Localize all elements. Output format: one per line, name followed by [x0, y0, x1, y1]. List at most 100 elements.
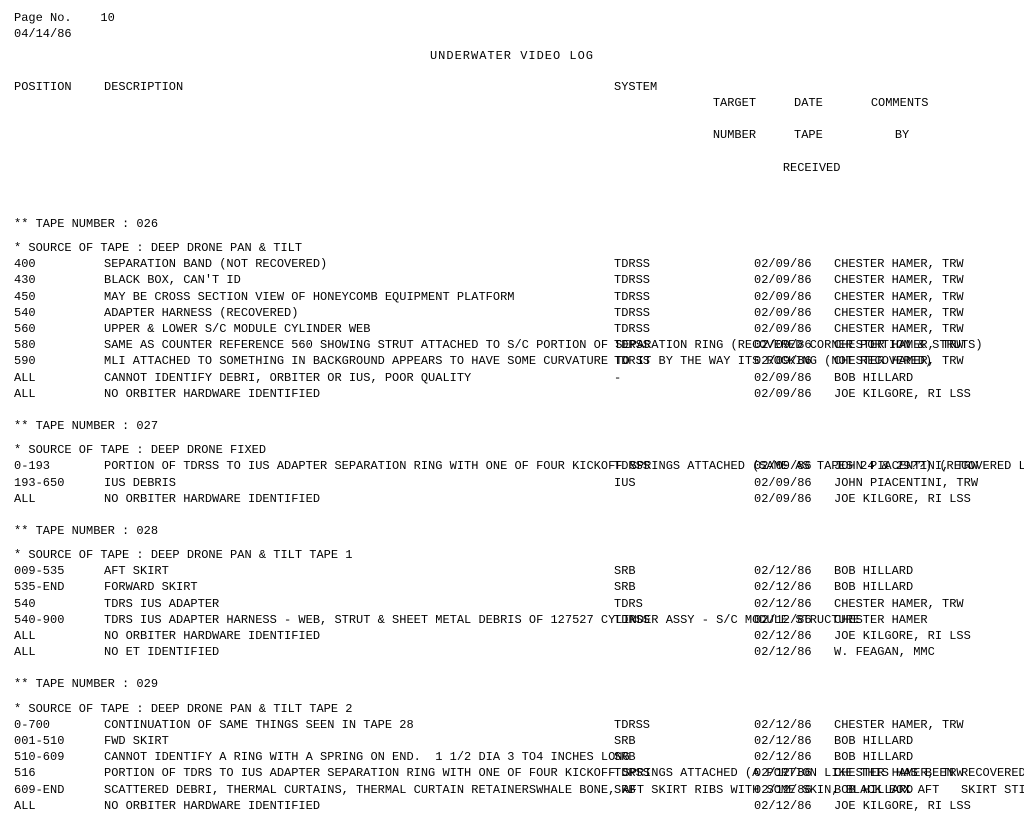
cell-position: 009-535	[14, 563, 104, 579]
cell-position: 400	[14, 256, 104, 272]
cell-date: 02/09/86	[754, 256, 834, 272]
cell-description: UPPER & LOWER S/C MODULE CYLINDER WEB	[104, 321, 614, 337]
cell-date: 02/09/86	[754, 370, 834, 386]
cell-description: FORWARD SKIRT	[104, 579, 614, 595]
cell-comments: CHESTER HAMER, TRW	[834, 256, 1014, 272]
cell-description: MLI ATTACHED TO SOMETHING IN BACKGROUND …	[104, 353, 614, 369]
cell-comments: JOHN PIACENTINI, TRW	[834, 458, 1014, 474]
cell-comments: CHESTER HAMER, TRW	[834, 305, 1014, 321]
log-row: 0-193PORTION OF TDRSS TO IUS ADAPTER SEP…	[14, 458, 1010, 474]
cell-position: 450	[14, 289, 104, 305]
cell-system: SRB	[614, 563, 684, 579]
log-row: 510-609CANNOT IDENTIFY A RING WITH A SPR…	[14, 749, 1010, 765]
log-row: ALLNO ORBITER HARDWARE IDENTIFIED02/12/8…	[14, 798, 1010, 814]
cell-description: TDRS IUS ADAPTER HARNESS - WEB, STRUT & …	[104, 612, 614, 628]
cell-comments: CHESTER HAMER, TRW	[834, 353, 1014, 369]
cell-description: SEPARATION BAND (NOT RECOVERED)	[104, 256, 614, 272]
cell-date: 02/12/86	[754, 644, 834, 660]
cell-system: TDRSS	[614, 289, 684, 305]
cell-date: 02/12/86	[754, 628, 834, 644]
cell-position: ALL	[14, 370, 104, 386]
cell-system: TDRS	[614, 596, 684, 612]
cell-position: 516	[14, 765, 104, 781]
log-row: 009-535AFT SKIRTSRB02/12/86BOB HILLARD	[14, 563, 1010, 579]
log-row: ALLCANNOT IDENTIFY DEBRI, ORBITER OR IUS…	[14, 370, 1010, 386]
cell-date: 02/09/86	[754, 289, 834, 305]
header-system: SYSTEM	[614, 79, 684, 192]
cell-system: TDRSS	[614, 765, 684, 781]
cell-system: TDRSS	[614, 612, 684, 628]
log-row: ALLNO ET IDENTIFIED02/12/86W. FEAGAN, MM…	[14, 644, 1010, 660]
page-header: Page No. 10 04/14/86	[14, 10, 1010, 42]
log-row: 540TDRS IUS ADAPTERTDRS02/12/86CHESTER H…	[14, 596, 1010, 612]
cell-comments: CHESTER HAMER, TRW	[834, 321, 1014, 337]
cell-description: TDRS IUS ADAPTER	[104, 596, 614, 612]
cell-position: 430	[14, 272, 104, 288]
cell-system: IUS	[614, 475, 684, 491]
cell-system: TDRSS	[614, 353, 684, 369]
cell-description: FWD SKIRT	[104, 733, 614, 749]
cell-description: NO ORBITER HARDWARE IDENTIFIED	[104, 386, 614, 402]
log-row: ALLNO ORBITER HARDWARE IDENTIFIED02/09/8…	[14, 491, 1010, 507]
cell-date: 02/09/86	[754, 386, 834, 402]
cell-system: -	[614, 370, 684, 386]
tape-section: ** TAPE NUMBER : 029 * SOURCE OF TAPE : D…	[14, 676, 1010, 814]
cell-comments: CHESTER HAMER, TRW	[834, 717, 1014, 733]
cell-position: ALL	[14, 644, 104, 660]
cell-position: 609-END	[14, 782, 104, 798]
cell-position: 590	[14, 353, 104, 369]
cell-comments: CHESTER HAMER	[834, 612, 1014, 628]
tape-source-line: * SOURCE OF TAPE : DEEP DRONE PAN & TILT…	[14, 547, 1010, 563]
tape-number-line: ** TAPE NUMBER : 028	[14, 523, 1010, 539]
tape-number-line: ** TAPE NUMBER : 026	[14, 216, 1010, 232]
cell-description: NO ET IDENTIFIED	[104, 644, 614, 660]
cell-date: 02/09/86	[754, 305, 834, 321]
cell-description: PORTION OF TDRSS TO IUS ADAPTER SEPARATI…	[104, 458, 614, 474]
log-row: 450MAY BE CROSS SECTION VIEW OF HONEYCOM…	[14, 289, 1010, 305]
tape-number-line: ** TAPE NUMBER : 029	[14, 676, 1010, 692]
cell-system: TDRSS	[614, 321, 684, 337]
cell-date: 02/09/86	[754, 491, 834, 507]
cell-date: 02/09/86	[754, 475, 834, 491]
header-date: DATE TAPE RECEIVED	[754, 79, 834, 192]
cell-description: IUS DEBRIS	[104, 475, 614, 491]
cell-date: 02/09/86	[754, 337, 834, 353]
cell-description: MAY BE CROSS SECTION VIEW OF HONEYCOMB E…	[104, 289, 614, 305]
cell-position: 580	[14, 337, 104, 353]
cell-position: 535-END	[14, 579, 104, 595]
cell-comments: CHESTER HAMER, TRW	[834, 289, 1014, 305]
log-row: 001-510FWD SKIRTSRB02/12/86BOB HILLARD	[14, 733, 1010, 749]
cell-comments: CHESTER HAMER, TRW	[834, 272, 1014, 288]
cell-description: NO ORBITER HARDWARE IDENTIFIED	[104, 628, 614, 644]
cell-position: 540	[14, 305, 104, 321]
cell-comments: BOB HILLARD	[834, 579, 1014, 595]
page-label: Page No.	[14, 11, 72, 25]
report-date: 04/14/86	[14, 27, 72, 41]
cell-description: ADAPTER HARNESS (RECOVERED)	[104, 305, 614, 321]
cell-description: CONTINUATION OF SAME THINGS SEEN IN TAPE…	[104, 717, 614, 733]
cell-comments: CHESTER HAMER, TRW	[834, 596, 1014, 612]
header-position: POSITION	[14, 79, 104, 192]
log-row: 516PORTION OF TDRS TO IUS ADAPTER SEPARA…	[14, 765, 1010, 781]
cell-comments: JOE KILGORE, RI LSS	[834, 628, 1014, 644]
cell-position: 001-510	[14, 733, 104, 749]
tape-source-line: * SOURCE OF TAPE : DEEP DRONE PAN & TILT…	[14, 701, 1010, 717]
cell-comments: JOE KILGORE, RI LSS	[834, 798, 1014, 814]
log-row: 0-700CONTINUATION OF SAME THINGS SEEN IN…	[14, 717, 1010, 733]
log-row: 540ADAPTER HARNESS (RECOVERED)TDRSS02/09…	[14, 305, 1010, 321]
column-headers: POSITION DESCRIPTION SYSTEM TARGET NUMBE…	[14, 79, 1010, 192]
cell-date: 02/12/86	[754, 579, 834, 595]
cell-system: TDRSS	[614, 256, 684, 272]
cell-date: 02/09/86	[754, 272, 834, 288]
cell-comments: CHESTER HAMER, TRW	[834, 337, 1014, 353]
cell-date: 02/12/86	[754, 563, 834, 579]
tapes-container: ** TAPE NUMBER : 026 * SOURCE OF TAPE : D…	[14, 216, 1010, 814]
cell-comments: BOB HILLARD	[834, 370, 1014, 386]
cell-description: CANNOT IDENTIFY A RING WITH A SPRING ON …	[104, 749, 614, 765]
cell-system: TDRSS	[614, 458, 684, 474]
log-row: 430BLACK BOX, CAN'T IDTDRSS02/09/86CHEST…	[14, 272, 1010, 288]
cell-description: SAME AS COUNTER REFERENCE 560 SHOWING ST…	[104, 337, 614, 353]
header-description: DESCRIPTION	[104, 79, 614, 192]
log-row: 590MLI ATTACHED TO SOMETHING IN BACKGROU…	[14, 353, 1010, 369]
cell-position: 510-609	[14, 749, 104, 765]
